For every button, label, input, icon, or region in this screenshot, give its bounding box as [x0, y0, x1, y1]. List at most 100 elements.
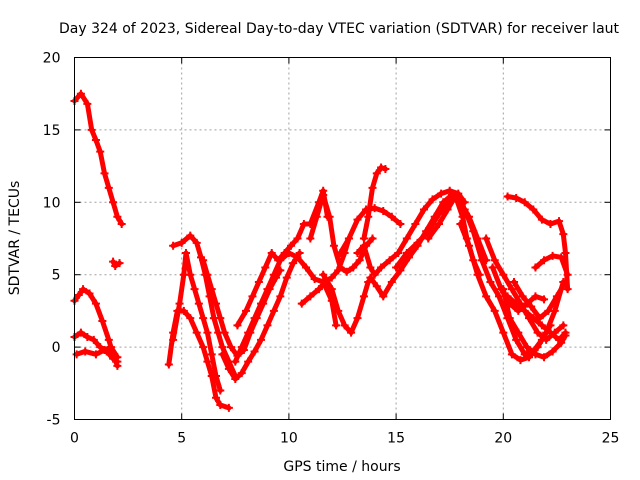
data-point-marker — [218, 350, 227, 359]
data-point-marker — [85, 289, 94, 298]
data-point-marker — [237, 369, 246, 378]
data-point-marker — [254, 277, 263, 286]
data-point-marker — [164, 360, 173, 369]
data-point-marker — [89, 335, 98, 344]
series-trace-2 — [109, 257, 124, 271]
data-point-marker — [334, 306, 343, 315]
data-point-marker — [310, 275, 319, 284]
data-point-marker — [306, 292, 315, 301]
axis-ticks: 0 5 10 15 20 25 -5 0 5 10 15 20 — [43, 51, 620, 447]
data-point-marker — [531, 350, 540, 359]
data-point-marker — [282, 273, 291, 282]
data-point-marker — [522, 343, 531, 352]
data-point-marker — [104, 183, 113, 192]
data-point-marker — [469, 227, 478, 236]
data-point-marker — [216, 386, 225, 395]
data-point-marker — [411, 220, 420, 229]
data-point-marker — [546, 328, 555, 337]
plot-frame — [74, 57, 611, 420]
data-point-marker — [233, 321, 242, 330]
data-point-marker — [216, 314, 225, 323]
data-point-marker — [177, 238, 186, 247]
data-point-marker — [192, 238, 201, 247]
data-point-marker — [83, 99, 92, 108]
data-point-marker — [503, 192, 512, 201]
data-point-marker — [250, 314, 259, 323]
data-point-marker — [377, 263, 386, 272]
data-point-marker — [540, 353, 549, 362]
series-trace-8 — [169, 231, 240, 381]
data-point-marker — [366, 263, 375, 272]
data-point-marker — [244, 357, 253, 366]
series-trace-17 — [359, 163, 390, 243]
x-axis-label: GPS time / hours — [283, 459, 400, 475]
series-line — [170, 233, 238, 379]
data-point-marker — [269, 270, 278, 279]
data-point-marker — [402, 248, 411, 257]
y-axis-label: SDTVAR / TECUs — [7, 181, 23, 296]
series-trace-1 — [70, 89, 126, 229]
data-point-marker — [355, 256, 364, 265]
data-point-marker — [359, 234, 368, 243]
series-line — [505, 293, 568, 343]
data-point-marker — [72, 350, 81, 359]
data-point-marker — [482, 292, 491, 301]
data-point-marker — [512, 193, 521, 202]
data-point-marker — [495, 292, 504, 301]
data-point-marker — [87, 125, 96, 134]
data-point-marker — [329, 241, 338, 250]
data-point-marker — [248, 292, 257, 301]
data-point-marker — [460, 205, 469, 214]
data-point-marker — [104, 335, 113, 344]
data-point-marker — [349, 263, 358, 272]
data-point-marker — [559, 321, 568, 330]
data-point-marker — [540, 256, 549, 265]
data-point-marker — [212, 372, 221, 381]
data-point-marker — [488, 263, 497, 272]
data-point-marker — [269, 306, 278, 315]
data-point-marker — [497, 285, 506, 294]
data-point-marker — [325, 212, 334, 221]
data-point-marker — [396, 220, 405, 229]
data-point-marker — [76, 328, 85, 337]
data-point-marker — [227, 343, 236, 352]
data-point-marker — [203, 357, 212, 366]
data-point-marker — [512, 335, 521, 344]
data-point-marker — [344, 234, 353, 243]
data-point-marker — [557, 253, 566, 262]
data-point-marker — [115, 259, 124, 268]
data-point-marker — [336, 248, 345, 257]
data-point-marker — [81, 347, 90, 356]
data-point-marker — [561, 331, 570, 340]
series-line — [505, 194, 571, 292]
data-point-marker — [297, 299, 306, 308]
data-point-marker — [366, 273, 375, 282]
data-point-marker — [353, 215, 362, 224]
data-point-marker — [327, 285, 336, 294]
data-point-marker — [505, 314, 514, 323]
data-point-marker — [216, 401, 225, 410]
data-point-marker — [302, 263, 311, 272]
data-point-marker — [525, 353, 534, 362]
data-point-marker — [477, 256, 486, 265]
data-point-marker — [353, 314, 362, 323]
data-point-marker — [242, 306, 251, 315]
data-point-marker — [342, 267, 351, 276]
data-point-marker — [563, 285, 572, 294]
data-point-marker — [186, 314, 195, 323]
data-point-marker — [293, 253, 302, 262]
data-point-marker — [437, 189, 446, 198]
chart-title: Day 324 of 2023, Sidereal Day-to-day VTE… — [59, 21, 620, 37]
series-trace-28 — [510, 277, 570, 323]
data-point-marker — [263, 321, 272, 330]
data-traces — [70, 89, 572, 412]
y-tick-label: 20 — [43, 51, 61, 67]
data-point-marker — [424, 234, 433, 243]
y-tick-label: 5 — [52, 268, 61, 284]
data-point-marker — [244, 328, 253, 337]
data-point-marker — [276, 292, 285, 301]
data-point-marker — [394, 248, 403, 257]
data-point-marker — [561, 248, 570, 257]
